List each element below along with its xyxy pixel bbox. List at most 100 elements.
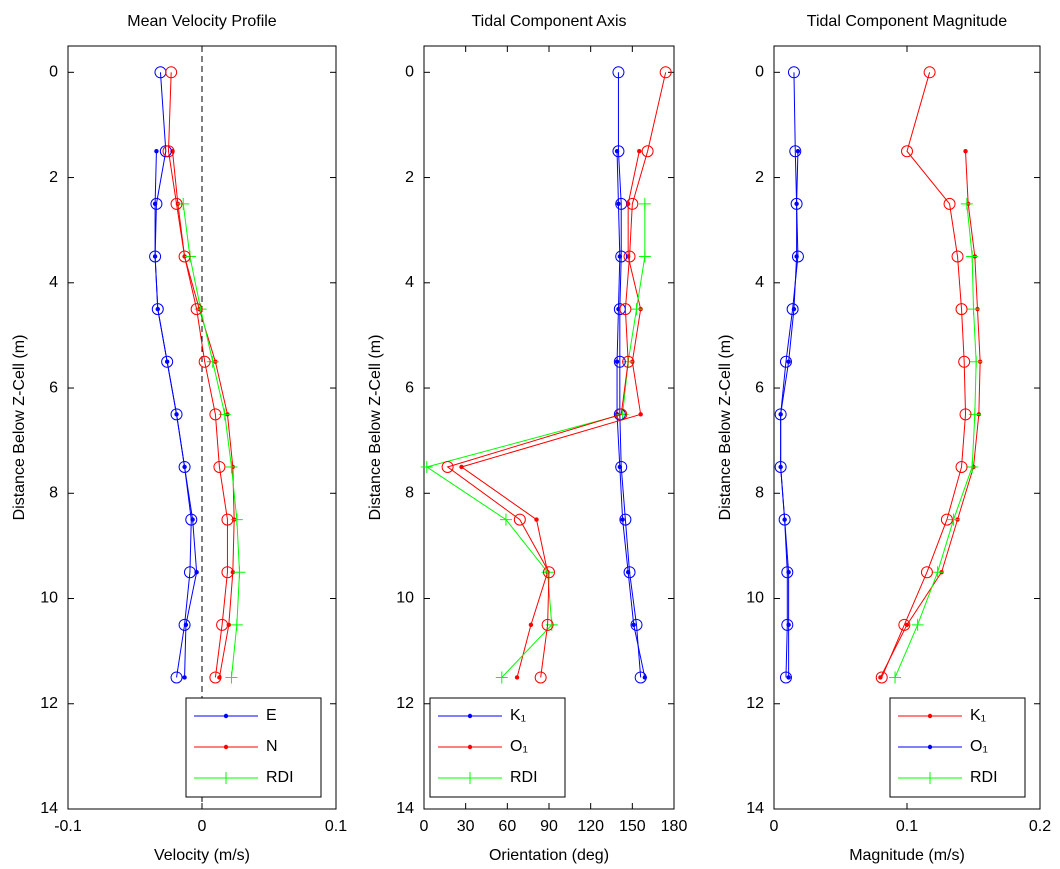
point <box>620 517 625 522</box>
point <box>638 250 651 263</box>
point <box>778 513 791 526</box>
x-tick-label: 0.1 <box>896 818 918 835</box>
point <box>420 460 433 473</box>
point <box>170 197 183 210</box>
point <box>781 566 794 579</box>
point <box>943 197 956 210</box>
series-line <box>167 72 228 678</box>
point <box>225 460 238 473</box>
x-tick-label: -0.1 <box>54 818 82 835</box>
point <box>927 744 933 750</box>
point <box>216 618 229 631</box>
y-tick-label: 2 <box>49 169 58 186</box>
x-axis-label: Velocity (m/s) <box>154 847 250 864</box>
point <box>528 622 534 628</box>
axes-box <box>773 45 1041 810</box>
point <box>183 566 196 579</box>
point <box>499 513 512 526</box>
y-tick-label: 8 <box>49 484 58 501</box>
y-tick-label: 6 <box>49 379 58 396</box>
point <box>786 675 791 680</box>
point <box>889 671 902 684</box>
point <box>223 713 229 719</box>
point <box>170 671 183 684</box>
point <box>441 460 454 473</box>
point <box>781 618 794 631</box>
point <box>230 618 243 631</box>
y-tick-label: 14 <box>40 800 58 817</box>
point <box>467 744 473 750</box>
point <box>615 250 628 263</box>
legend-label: RDI <box>266 769 294 786</box>
x-tick-label: 90 <box>540 818 558 835</box>
y-tick-label: 0 <box>755 64 764 81</box>
point <box>619 513 632 526</box>
subplot: Tidal Component Axis Orientation (deg) Dis… <box>367 13 687 864</box>
point <box>791 250 804 263</box>
y-tick-label: 2 <box>755 169 764 186</box>
y-tick-label: 10 <box>396 590 414 607</box>
point <box>786 359 791 364</box>
point <box>178 250 191 263</box>
point <box>631 622 636 628</box>
y-tick-label: 14 <box>746 800 764 817</box>
x-tick-label: 0 <box>198 818 207 835</box>
point <box>951 250 964 263</box>
point <box>638 197 651 210</box>
x-tick-label: 0.1 <box>325 818 347 835</box>
y-tick-label: 2 <box>405 169 414 186</box>
x-tick-label: 0 <box>420 818 429 835</box>
y-tick-label: 10 <box>40 590 58 607</box>
point <box>233 566 246 579</box>
y-tick-label: 4 <box>405 274 414 291</box>
point <box>789 145 802 158</box>
point <box>779 671 792 684</box>
point <box>616 201 621 207</box>
point <box>221 513 234 526</box>
point <box>898 618 911 631</box>
point <box>630 618 643 631</box>
x-tick-label: 180 <box>661 818 688 835</box>
legend: K₁ O₁ RDI <box>429 697 566 798</box>
point <box>615 460 628 473</box>
point <box>182 675 187 680</box>
point <box>206 355 219 368</box>
legend-label: O₁ <box>970 738 988 755</box>
point <box>178 618 191 631</box>
point <box>779 355 792 368</box>
y-tick-label: 0 <box>405 64 414 81</box>
series-line <box>182 203 241 678</box>
point <box>940 513 953 526</box>
point <box>151 303 164 316</box>
point <box>615 408 628 421</box>
point <box>467 713 473 719</box>
legend-label: K₁ <box>510 707 526 724</box>
y-tick-label: 6 <box>405 379 414 396</box>
point <box>614 359 620 364</box>
y-tick-label: 14 <box>396 800 414 817</box>
point <box>638 412 643 417</box>
point <box>162 145 175 158</box>
point <box>659 66 672 79</box>
y-tick-label: 8 <box>755 484 764 501</box>
y-tick-label: 10 <box>746 590 764 607</box>
point <box>150 197 163 210</box>
point <box>901 145 913 158</box>
point <box>967 303 980 316</box>
x-tick-label: 30 <box>457 818 475 835</box>
point <box>963 149 968 154</box>
x-axis-label: Magnitude (m/s) <box>849 847 965 864</box>
y-tick-label: 4 <box>49 274 58 291</box>
y-tick-label: 12 <box>396 695 414 712</box>
point <box>541 618 554 631</box>
legend-label: K₁ <box>970 707 986 724</box>
legend-label: E <box>266 707 277 724</box>
point <box>966 250 979 263</box>
point <box>795 149 801 154</box>
y-tick-label: 8 <box>405 484 414 501</box>
point <box>634 671 647 684</box>
point <box>630 303 643 316</box>
series-line <box>425 203 646 678</box>
point <box>543 566 555 579</box>
